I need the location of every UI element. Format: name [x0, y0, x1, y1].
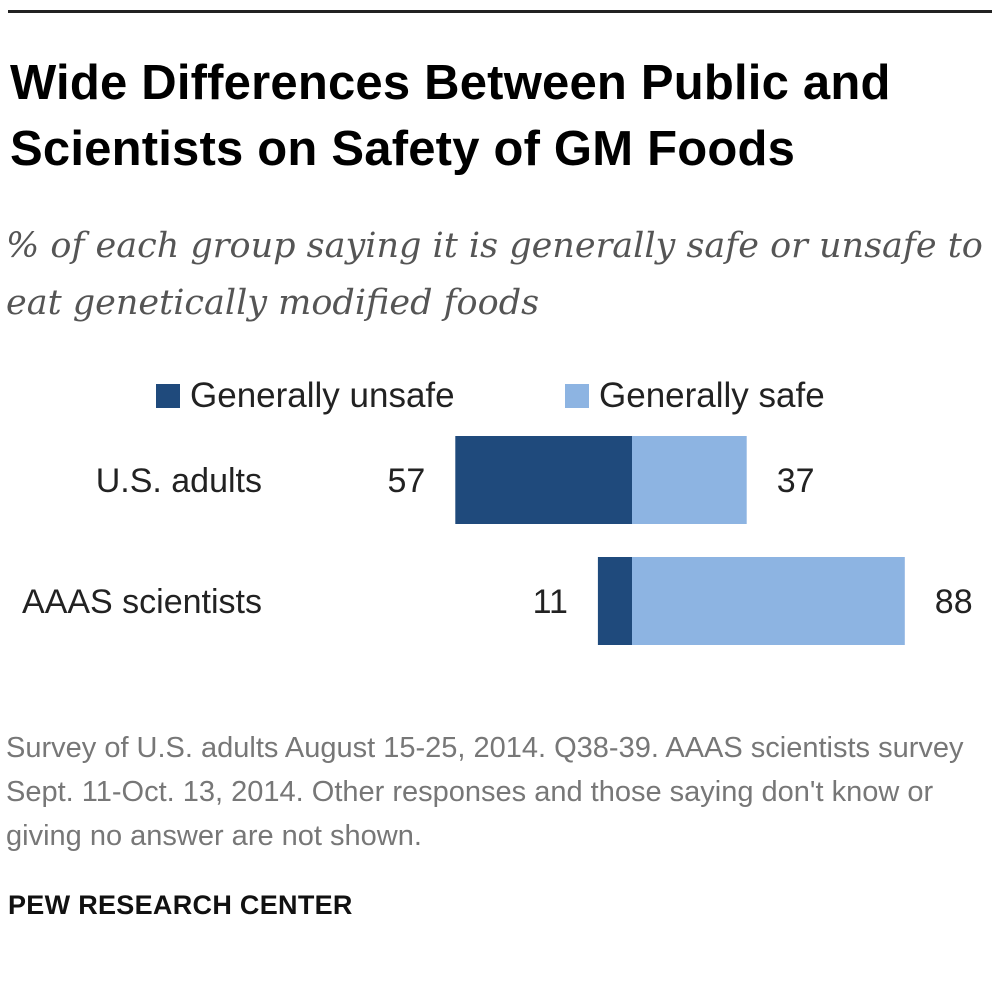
- category-label: AAAS scientists: [22, 583, 262, 621]
- chart-subtitle: % of each group saying it is generally s…: [6, 226, 983, 323]
- category-label: U.S. adults: [96, 462, 262, 500]
- footnote: Survey of U.S. adults August 15-25, 2014…: [6, 732, 964, 852]
- bar-safe: [632, 557, 905, 645]
- legend-item-safe: Generally safe: [565, 376, 825, 416]
- legend-label-safe: Generally safe: [599, 376, 825, 415]
- legend-swatch-unsafe: [156, 384, 180, 408]
- legend-swatch-safe: [565, 384, 589, 408]
- bar-unsafe: [597, 557, 632, 645]
- legend-label-unsafe: Generally unsafe: [190, 376, 455, 415]
- source-credit: PEW RESEARCH CENTER: [8, 890, 353, 920]
- chart-title: Wide Differences Between Public and Scie…: [10, 56, 891, 176]
- bar-safe: [632, 436, 747, 524]
- top-rule: [8, 10, 992, 13]
- data-label-unsafe: 57: [387, 462, 425, 500]
- data-label-safe: 88: [935, 583, 973, 621]
- legend-item-unsafe: Generally unsafe: [156, 376, 455, 416]
- data-label-safe: 37: [777, 462, 815, 500]
- data-label-unsafe: 11: [533, 583, 568, 621]
- bar-unsafe: [455, 436, 632, 524]
